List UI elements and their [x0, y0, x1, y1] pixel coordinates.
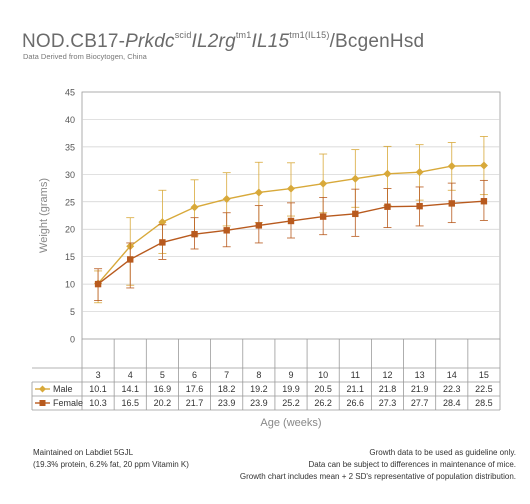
male-point — [319, 179, 328, 188]
title-allele-scid: scid — [174, 30, 192, 40]
x-tick-label: 5 — [160, 370, 165, 380]
male-table-value: 14.1 — [121, 384, 139, 394]
male-table-value: 21.1 — [347, 384, 365, 394]
y-tick-label: 35 — [65, 142, 75, 152]
male-table-value: 16.9 — [154, 384, 172, 394]
female-point — [94, 280, 102, 288]
y-axis-label: Weight (grams) — [38, 178, 50, 253]
title-gene-il15: IL15 — [251, 31, 290, 52]
diet-note: Maintained on Labdiet 5GJL (19.3% protei… — [33, 447, 189, 471]
female-point — [223, 227, 230, 234]
disclaimer-line2: Data can be subject to differences in ma… — [308, 460, 516, 469]
female-point — [480, 198, 488, 205]
female-table-value: 28.4 — [443, 398, 461, 408]
male-table-value: 19.9 — [282, 384, 300, 394]
x-tick-label: 14 — [447, 370, 457, 380]
x-tick-label: 13 — [415, 370, 425, 380]
x-tick-label: 7 — [224, 370, 229, 380]
title-prefix: NOD.CB17- — [22, 31, 126, 52]
x-tick-label: 11 — [351, 370, 360, 380]
y-tick-label: 30 — [65, 170, 75, 180]
male-point — [158, 218, 167, 227]
male-point — [479, 161, 488, 170]
female-point — [255, 222, 263, 229]
x-tick-label: 9 — [288, 370, 293, 380]
female-point — [159, 239, 166, 246]
title-suffix: /BcgenHsd — [329, 31, 425, 52]
male-point — [254, 188, 263, 197]
male-table-value: 19.2 — [250, 384, 268, 394]
female-point — [352, 210, 359, 218]
x-tick-label: 4 — [128, 370, 133, 380]
y-tick-label: 40 — [65, 115, 75, 125]
male-table-value: 22.3 — [443, 384, 461, 394]
female-point — [287, 217, 295, 225]
female-point — [127, 256, 134, 263]
female-point — [416, 202, 423, 210]
male-point — [351, 174, 360, 183]
diet-note-line2: (19.3% protein, 6.2% fat, 20 ppm Vitamin… — [33, 460, 189, 469]
male-point — [447, 162, 456, 171]
page-title: NOD.CB17-PrkdcscidIL2rgtm1IL15tm1(IL15)/… — [22, 30, 424, 53]
x-axis-label: Age (weeks) — [260, 417, 321, 429]
diet-note-line1: Maintained on Labdiet 5GJL — [33, 448, 134, 457]
male-table-value: 21.8 — [379, 384, 397, 394]
disclaimer-line1: Growth data to be used as guideline only… — [369, 448, 516, 457]
y-tick-label: 5 — [70, 307, 75, 317]
female-table-value: 28.5 — [475, 398, 493, 408]
male-point — [222, 195, 231, 204]
female-legend-label: Female — [53, 398, 83, 408]
y-tick-label: 25 — [65, 197, 75, 207]
female-table-value: 27.7 — [411, 398, 429, 408]
female-table-value: 25.2 — [282, 398, 300, 408]
plot-frame — [81, 91, 501, 340]
male-legend-label: Male — [53, 384, 73, 394]
y-tick-label: 20 — [65, 225, 75, 235]
female-table-value: 26.6 — [347, 398, 365, 408]
female-point — [319, 213, 327, 220]
female-table-value: 10.3 — [89, 398, 107, 408]
male-table-value: 18.2 — [218, 384, 236, 394]
title-allele-il2rg: tm1 — [235, 30, 252, 40]
female-table-value: 27.3 — [379, 398, 397, 408]
female-table-value: 20.2 — [154, 398, 172, 408]
title-gene-il2rg: IL2rg — [191, 31, 236, 52]
female-table-value: 26.2 — [314, 398, 332, 408]
y-tick-label: 10 — [65, 280, 75, 290]
x-tick-label: 3 — [96, 370, 101, 380]
x-tick-label: 15 — [479, 370, 489, 380]
male-point — [287, 184, 295, 193]
x-tick-label: 12 — [382, 370, 392, 380]
female-point — [384, 203, 391, 210]
y-tick-label: 15 — [65, 252, 75, 262]
female-table-value: 23.9 — [218, 398, 236, 408]
female-legend-marker — [39, 400, 46, 406]
male-point — [190, 203, 199, 212]
disclaimer-line3: Growth chart includes mean + 2 SD's repr… — [239, 472, 516, 481]
page-subtitle: Data Derived from Biocytogen, China — [23, 52, 147, 61]
male-point — [383, 169, 392, 178]
male-legend-marker — [39, 385, 46, 393]
female-table-value: 21.7 — [186, 398, 204, 408]
x-tick-label: 10 — [318, 370, 328, 380]
x-tick-label: 6 — [192, 370, 197, 380]
title-allele-il15: tm1(IL15) — [289, 30, 330, 40]
male-table-value: 22.5 — [475, 384, 493, 394]
female-table-value: 23.9 — [250, 398, 268, 408]
y-tick-label: 45 — [65, 88, 75, 98]
male-table-value: 21.9 — [411, 384, 429, 394]
y-tick-label: 0 — [70, 335, 75, 345]
female-table-value: 16.5 — [121, 398, 139, 408]
female-point — [191, 230, 198, 238]
male-point — [415, 168, 424, 177]
title-gene-prkdc: Prkdc — [125, 31, 175, 52]
male-table-value: 17.6 — [186, 384, 204, 394]
female-point — [448, 200, 455, 207]
disclaimer-note: Growth data to be used as guideline only… — [240, 447, 516, 483]
male-table-value: 20.5 — [314, 384, 332, 394]
male-table-value: 10.1 — [89, 384, 107, 394]
x-tick-label: 8 — [256, 370, 261, 380]
